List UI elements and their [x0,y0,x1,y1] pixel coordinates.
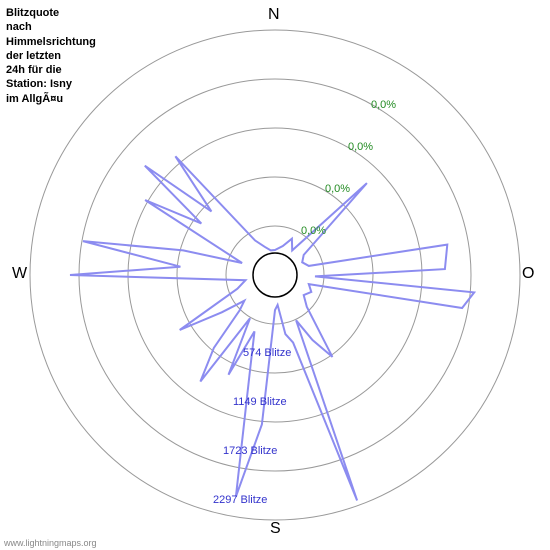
pct-ring-label: 0,0% [371,99,396,111]
pct-ring-label: 0,0% [348,141,373,153]
cardinal-w: W [12,265,27,283]
cardinal-n: N [268,6,280,24]
blitz-ring-label: 1723 Blitze [223,445,277,457]
source-credit: www.lightningmaps.org [4,538,97,548]
blitz-ring-label: 2297 Blitze [213,494,267,506]
cardinal-o: O [522,265,534,283]
cardinal-s: S [270,520,281,538]
pct-ring-label: 0,0% [325,183,350,195]
blitz-ring-label: 1149 Blitze [233,396,287,408]
pct-ring-label: 0,0% [301,225,326,237]
chart-title: BlitzquotenachHimmelsrichtungder letzten… [6,6,96,106]
blitz-ring-label: 574 Blitze [243,347,291,359]
